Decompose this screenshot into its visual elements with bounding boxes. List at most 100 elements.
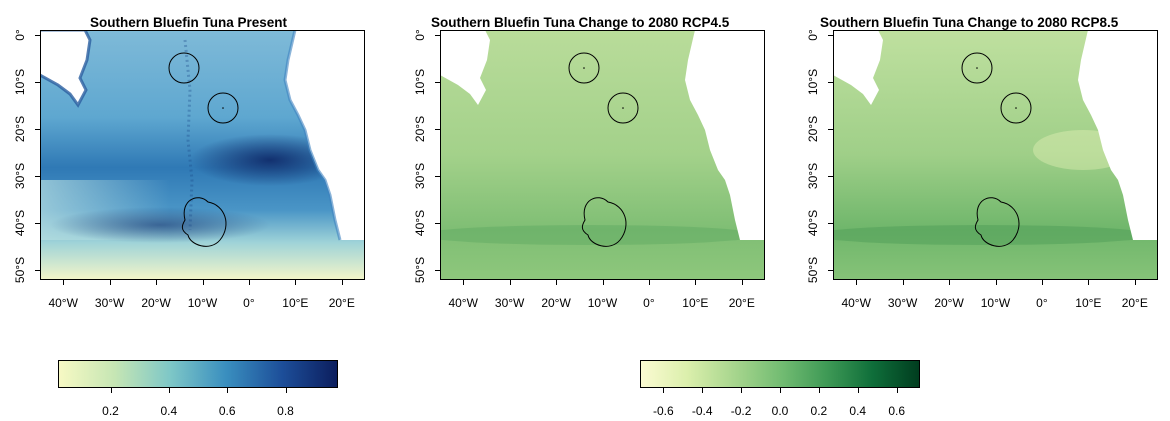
lon-tick-label: 40°W xyxy=(841,296,871,310)
lon-tick xyxy=(156,280,158,285)
lon-tick-label: 30°W xyxy=(94,296,125,310)
lon-tick-label: 20°E xyxy=(1121,296,1148,310)
lon-tick xyxy=(856,280,858,285)
lat-tick xyxy=(35,270,40,271)
colorbar-tick-label: 0.4 xyxy=(849,404,867,418)
colorbar-tick-label: 0.2 xyxy=(810,404,828,418)
colorbar-tick xyxy=(168,388,170,393)
map-present-svg xyxy=(40,30,365,280)
colorbar-tick xyxy=(780,388,781,393)
lat-tick-label: 20°S xyxy=(413,115,427,143)
lon-tick xyxy=(109,280,111,285)
colorbar-tick-label: 0.6 xyxy=(218,404,236,418)
lat-tick-label: 40°S xyxy=(413,209,427,237)
lon-tick-label: 0° xyxy=(1036,296,1048,310)
lon-tick-label: 10°W xyxy=(980,296,1011,310)
lat-tick-label: 10°S xyxy=(13,68,27,96)
lat-tick-label: 50°S xyxy=(413,256,427,284)
panel-title: Southern Bluefin Tuna Change to 2080 RCP… xyxy=(431,15,730,30)
lon-tick xyxy=(509,280,511,285)
lat-tick-label: 30°S xyxy=(806,162,820,190)
lon-tick-label: 10°W xyxy=(587,296,618,310)
lat-tick xyxy=(828,82,833,83)
lat-tick xyxy=(435,82,440,83)
lon-tick xyxy=(741,280,743,285)
lat-tick xyxy=(828,35,833,36)
colorbar-tick xyxy=(663,388,665,393)
lat-tick-label: 40°S xyxy=(13,209,27,237)
lat-tick-label: 0° xyxy=(806,29,820,41)
colorbar-tick xyxy=(896,388,898,393)
lat-tick xyxy=(828,176,833,177)
colorbar-tick-label: 0.4 xyxy=(160,404,178,418)
colorbar-tick-label: -0.2 xyxy=(730,404,752,418)
lat-tick xyxy=(828,270,833,271)
map-rcp85-svg xyxy=(833,30,1158,280)
lon-tick-label: 40°W xyxy=(448,296,478,310)
lat-tick xyxy=(35,82,40,83)
map-rcp45 xyxy=(440,30,765,280)
lat-tick xyxy=(35,129,40,130)
lon-tick-label: 10°E xyxy=(1075,296,1102,310)
lon-tick xyxy=(295,280,297,285)
lon-tick-label: 20°W xyxy=(934,296,964,310)
lat-tick xyxy=(435,270,440,271)
lon-tick xyxy=(463,280,465,285)
lat-tick-label: 10°S xyxy=(413,68,427,96)
colorbar-tick xyxy=(227,388,229,393)
lat-tick-label: 30°S xyxy=(13,162,27,190)
colorbar-tick xyxy=(110,388,112,393)
lon-tick xyxy=(695,280,697,285)
lon-tick xyxy=(556,280,558,285)
map-rcp45-svg xyxy=(440,30,765,280)
colorbar-tick-label: 0.6 xyxy=(888,404,905,418)
colorbar-change xyxy=(640,360,920,388)
lon-tick-label: 0° xyxy=(643,296,655,310)
colorbar-tick-label: 0.0 xyxy=(771,404,789,418)
lat-tick xyxy=(435,129,440,130)
lon-tick xyxy=(995,280,997,285)
lat-tick xyxy=(35,35,40,36)
colorbar-tick-label: 0.2 xyxy=(102,404,119,418)
lon-tick xyxy=(202,280,204,285)
panel-title: Southern Bluefin Tuna Change to 2080 RCP… xyxy=(820,15,1119,30)
lon-tick-label: 10°W xyxy=(187,296,218,310)
colorbar-tick-label: 0.8 xyxy=(277,404,294,418)
lat-tick-label: 30°S xyxy=(413,162,427,190)
lon-tick-label: 20°W xyxy=(141,296,171,310)
panel-title: Southern Bluefin Tuna Present xyxy=(90,15,288,30)
colorbar-tick xyxy=(818,388,820,393)
lon-tick xyxy=(341,280,343,285)
colorbar-tick xyxy=(857,388,859,393)
colorbar-tick-label: -0.6 xyxy=(652,404,674,418)
lon-tick xyxy=(63,280,65,285)
lat-tick xyxy=(828,129,833,130)
lat-tick xyxy=(435,176,440,177)
map-rcp85 xyxy=(833,30,1158,280)
lat-tick-label: 20°S xyxy=(13,115,27,143)
lon-tick xyxy=(1134,280,1136,285)
lon-tick xyxy=(949,280,951,285)
lon-tick-label: 10°E xyxy=(282,296,309,310)
lon-tick xyxy=(248,280,250,285)
colorbar-tick xyxy=(285,388,287,393)
lat-tick xyxy=(435,223,440,224)
lat-tick-label: 0° xyxy=(13,29,27,41)
lon-tick-label: 20°E xyxy=(328,296,355,310)
lon-tick-label: 30°W xyxy=(887,296,918,310)
lat-tick xyxy=(828,223,833,224)
lat-tick-label: 20°S xyxy=(806,115,820,143)
colorbar-tick-label: -0.4 xyxy=(691,404,713,418)
lon-tick xyxy=(1041,280,1043,285)
lon-tick-label: 0° xyxy=(243,296,255,310)
lon-tick xyxy=(1088,280,1090,285)
lon-tick-label: 20°W xyxy=(541,296,571,310)
colorbar-tick xyxy=(741,388,743,393)
lon-tick-label: 10°E xyxy=(682,296,709,310)
lat-tick-label: 0° xyxy=(413,29,427,41)
lat-tick-label: 50°S xyxy=(806,256,820,284)
lat-tick xyxy=(35,176,40,177)
lat-tick xyxy=(435,35,440,36)
lat-tick xyxy=(35,223,40,224)
colorbar-tick xyxy=(702,388,704,393)
